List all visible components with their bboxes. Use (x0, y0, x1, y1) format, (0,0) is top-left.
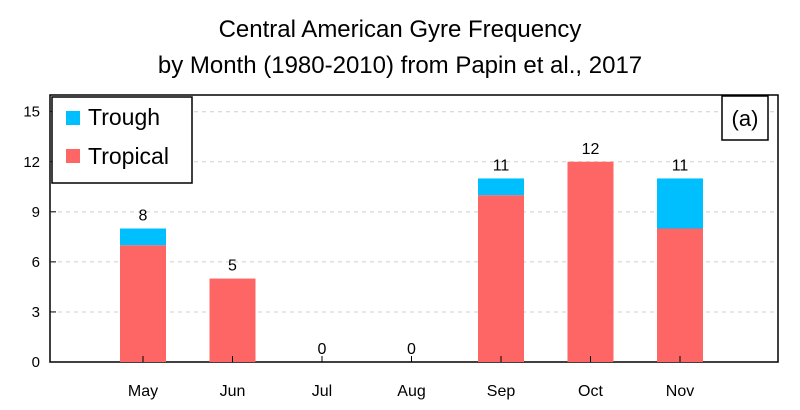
y-tick-label: 6 (32, 254, 40, 271)
x-category-label: Nov (666, 383, 694, 400)
x-category-label: Jun (220, 383, 246, 400)
chart-title-line2: by Month (1980-2010) from Papin et al., … (158, 52, 642, 79)
panel-label: (a) (732, 106, 759, 131)
y-tick-label: 0 (32, 354, 40, 371)
legend-swatch-trough (66, 111, 80, 125)
bar-tropical-jun (209, 278, 256, 362)
x-axis-labels: May Jun Jul Aug Sep Oct Nov (128, 356, 694, 400)
bar-total-label: 11 (672, 157, 689, 174)
bar-total-label: 0 (318, 341, 327, 358)
bar-trough-may (120, 228, 166, 246)
bar-trough-sep (478, 178, 524, 196)
legend-swatch-tropical (66, 149, 80, 163)
bar-total-label: 12 (582, 141, 600, 158)
bar-trough-nov (657, 178, 703, 229)
bar-tropical-nov (657, 228, 703, 362)
x-category-label: Jul (312, 383, 332, 400)
bar-tropical-sep (478, 195, 524, 362)
y-tick-label: 12 (23, 154, 40, 171)
x-category-label: Oct (578, 383, 603, 400)
bar-total-label: 5 (228, 258, 237, 275)
legend-label-trough: Trough (88, 104, 160, 130)
legend-label-tropical: Tropical (88, 143, 169, 169)
bar-total-label: 8 (139, 208, 148, 225)
chart-title-line1: Central American Gyre Frequency (219, 16, 582, 43)
bars (120, 161, 703, 362)
x-category-label: Aug (397, 383, 425, 400)
y-tick-label: 15 (23, 104, 40, 121)
y-axis-ticks: 0 3 6 9 12 15 (23, 104, 56, 371)
panel-label-box (721, 95, 769, 141)
bar-total-labels: 8 5 0 0 11 12 11 (139, 141, 689, 358)
y-tick-label: 3 (32, 304, 40, 321)
x-category-label: Sep (487, 383, 516, 400)
bar-tropical-oct (567, 161, 614, 362)
x-category-label: May (128, 383, 158, 400)
bar-tropical-may (120, 245, 166, 362)
bar-total-label: 11 (493, 157, 510, 174)
y-tick-label: 9 (32, 204, 40, 221)
bar-total-label: 0 (407, 341, 416, 358)
